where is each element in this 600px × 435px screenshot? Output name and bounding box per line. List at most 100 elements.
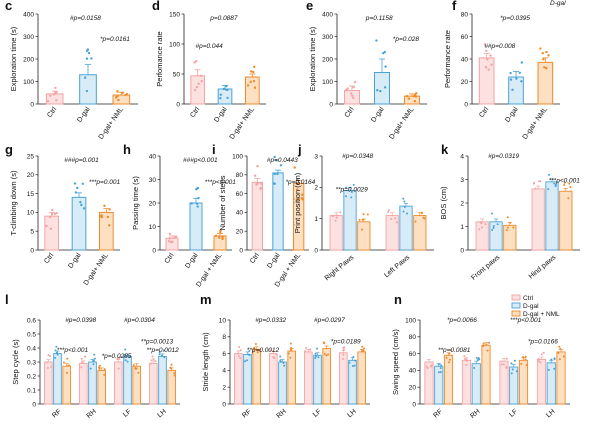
data-point: [352, 96, 355, 100]
data-point: [323, 352, 326, 355]
data-point: [92, 363, 95, 366]
y-tick-label: 60: [461, 34, 469, 41]
data-point: [53, 212, 57, 215]
data-point: [488, 341, 491, 344]
data-point: [342, 353, 345, 356]
data-point: [273, 172, 276, 176]
x-tick-label: LF: [122, 408, 133, 419]
data-point: [275, 353, 278, 356]
panel-e: e 0 100 200 300 400 Exploration time (s) Ctrl D-…: [306, 0, 427, 141]
data-point: [481, 226, 484, 229]
y-tick-label: 2: [314, 185, 318, 192]
data-point: [250, 70, 253, 73]
data-point: [315, 347, 318, 350]
y-tick-label: 0: [239, 247, 243, 254]
data-point: [83, 76, 87, 79]
bar: [287, 350, 297, 405]
y-tick-label: 0: [460, 247, 464, 254]
bar: [78, 362, 88, 405]
data-point: [173, 236, 176, 239]
data-point: [426, 366, 429, 369]
x-tick-label: D-gal+ NML: [98, 106, 125, 141]
data-point: [219, 97, 222, 100]
data-point: [116, 358, 119, 361]
data-point: [103, 204, 106, 208]
bar: [399, 205, 413, 251]
data-point: [282, 361, 285, 364]
y-tick-label: 3: [314, 153, 318, 160]
data-point: [335, 216, 338, 219]
x-tick-label: D-gal+ NML: [229, 106, 256, 141]
data-point: [402, 197, 405, 200]
data-point: [352, 183, 355, 186]
data-point: [55, 90, 58, 94]
bar: [278, 361, 287, 405]
data-point: [195, 85, 199, 89]
data-point: [524, 358, 527, 361]
data-point: [394, 217, 397, 220]
y-tick-label: 1: [314, 216, 318, 223]
data-point: [51, 208, 54, 212]
y-tick-label: 20: [236, 229, 244, 236]
data-point: [475, 356, 478, 359]
y-tick-label: 8: [222, 334, 226, 341]
data-point: [325, 354, 328, 357]
data-point: [540, 353, 543, 356]
data-point: [132, 364, 135, 367]
bar: [44, 215, 59, 251]
bar: [343, 190, 357, 251]
bar: [559, 190, 573, 251]
y-tick-label: 300: [23, 34, 34, 41]
data-point: [47, 353, 50, 356]
x-tick-label: Ctrl: [344, 106, 356, 119]
x-tick-label: Ctrl: [46, 106, 58, 119]
data-point: [54, 356, 57, 359]
significance-label: **p=0.0012: [247, 347, 280, 354]
data-point: [449, 349, 452, 352]
data-point: [366, 213, 369, 216]
significance-label: ###p=0.001: [64, 157, 99, 164]
bar: [313, 354, 322, 405]
data-point: [117, 98, 120, 102]
bar: [475, 221, 489, 251]
data-point: [56, 353, 59, 356]
data-point: [173, 372, 176, 375]
y-tick-label: 100: [23, 79, 34, 86]
y-tick-label: 4: [222, 368, 226, 375]
bar: [357, 221, 371, 251]
y-axis-label: Number of steps: [218, 175, 227, 230]
bar: [245, 76, 260, 105]
panel-d: d 0 50 100 150 Perfomance rate Ctrl D-gal D-gal+…: [152, 0, 266, 141]
data-point: [269, 349, 272, 352]
data-point: [239, 357, 242, 360]
data-point: [403, 206, 406, 209]
data-point: [520, 61, 523, 64]
data-point: [62, 361, 65, 364]
data-point: [275, 159, 278, 162]
panel-j: j 0 1 2 3 Print position (cm) Right Paws Left P…: [293, 142, 434, 282]
data-point: [563, 181, 566, 184]
data-point: [124, 359, 127, 362]
y-axis-label: Stride length (cm): [201, 332, 210, 392]
data-point: [103, 373, 106, 376]
data-point: [542, 58, 545, 61]
data-point: [425, 365, 428, 368]
x-tick-label: D-gal+ NML: [388, 106, 415, 141]
y-axis-label: Exploration time (s): [9, 26, 18, 91]
data-point: [222, 87, 226, 91]
significance-label: p=0.0887: [209, 15, 238, 22]
data-point: [55, 351, 58, 354]
data-point: [353, 364, 356, 367]
data-point: [545, 50, 548, 54]
x-tick-label: LH: [156, 408, 167, 419]
bar: [251, 181, 264, 251]
y-tick-label: 40: [461, 56, 469, 63]
bar: [536, 359, 547, 405]
data-point: [539, 361, 542, 364]
data-point: [273, 155, 276, 159]
data-point: [509, 221, 512, 224]
data-point: [547, 54, 550, 57]
data-point: [480, 222, 483, 225]
data-point: [46, 366, 49, 369]
data-point: [256, 351, 259, 354]
